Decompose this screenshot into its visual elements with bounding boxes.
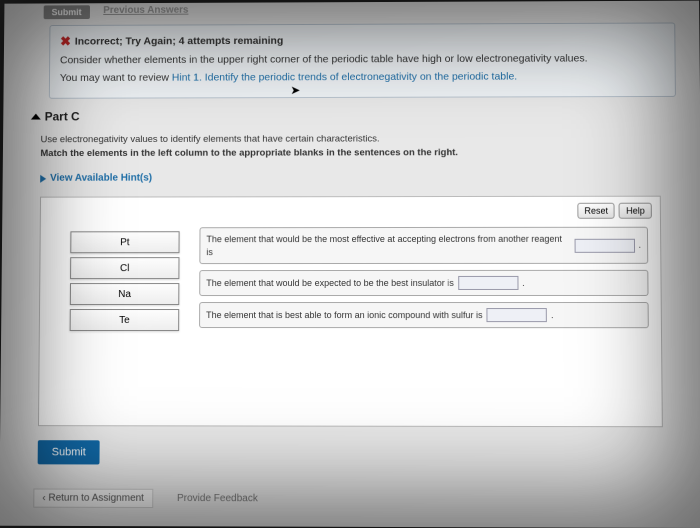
feedback-line1: Consider whether elements in the upper r… — [60, 51, 665, 68]
feedback-title: Incorrect; Try Again; 4 attempts remaini… — [75, 35, 283, 48]
blank-1[interactable] — [574, 238, 634, 252]
matching-work-area: Reset Help Pt Cl Na Te The element that … — [38, 196, 663, 428]
sentence-2: The element that would be expected to be… — [199, 270, 648, 296]
reset-button[interactable]: Reset — [577, 203, 615, 219]
feedback-box: ✖ Incorrect; Try Again; 4 attempts remai… — [49, 22, 676, 99]
instruction-line2: Match the elements in the left column to… — [40, 146, 660, 162]
sentence-3-text: The element that is best able to form an… — [206, 309, 483, 322]
part-title: Part C — [45, 110, 80, 124]
view-hints-toggle[interactable]: View Available Hint(s) — [40, 173, 152, 184]
previous-answers-link[interactable]: Previous Answers — [103, 5, 188, 19]
feedback-line2a: You may want to review — [60, 71, 172, 83]
incorrect-icon: ✖ — [60, 34, 71, 50]
instruction-line1: Use electronegativity values to identify… — [40, 132, 660, 148]
element-tiles: Pt Cl Na Te — [70, 231, 180, 331]
sentence-1-text: The element that would be the most effec… — [206, 233, 570, 258]
view-hints-label: View Available Hint(s) — [50, 173, 152, 184]
return-to-assignment-button[interactable]: ‹ Return to Assignment — [33, 488, 153, 508]
sentence-1: The element that would be the most effec… — [199, 227, 648, 265]
return-label: Return to Assignment — [48, 493, 144, 504]
tile-te[interactable]: Te — [70, 309, 180, 331]
chevron-right-icon — [40, 174, 46, 182]
submit-button[interactable]: Submit — [38, 440, 100, 464]
instructions: Use electronegativity values to identify… — [40, 132, 660, 162]
top-submit-pill: Submit — [44, 5, 90, 19]
sentence-2-text: The element that would be expected to be… — [206, 277, 454, 290]
blank-3[interactable] — [487, 308, 547, 322]
tile-cl[interactable]: Cl — [70, 257, 179, 279]
cursor-icon: ➤ — [290, 83, 300, 97]
blank-2[interactable] — [458, 276, 518, 290]
tile-pt[interactable]: Pt — [70, 231, 179, 253]
tile-na[interactable]: Na — [70, 283, 180, 305]
hint-link[interactable]: Hint 1. Identify the periodic trends of … — [172, 70, 517, 83]
sentence-3: The element that is best able to form an… — [199, 302, 649, 328]
help-button[interactable]: Help — [619, 203, 652, 219]
provide-feedback-link[interactable]: Provide Feedback — [177, 489, 258, 508]
part-collapse-icon[interactable] — [31, 114, 41, 120]
